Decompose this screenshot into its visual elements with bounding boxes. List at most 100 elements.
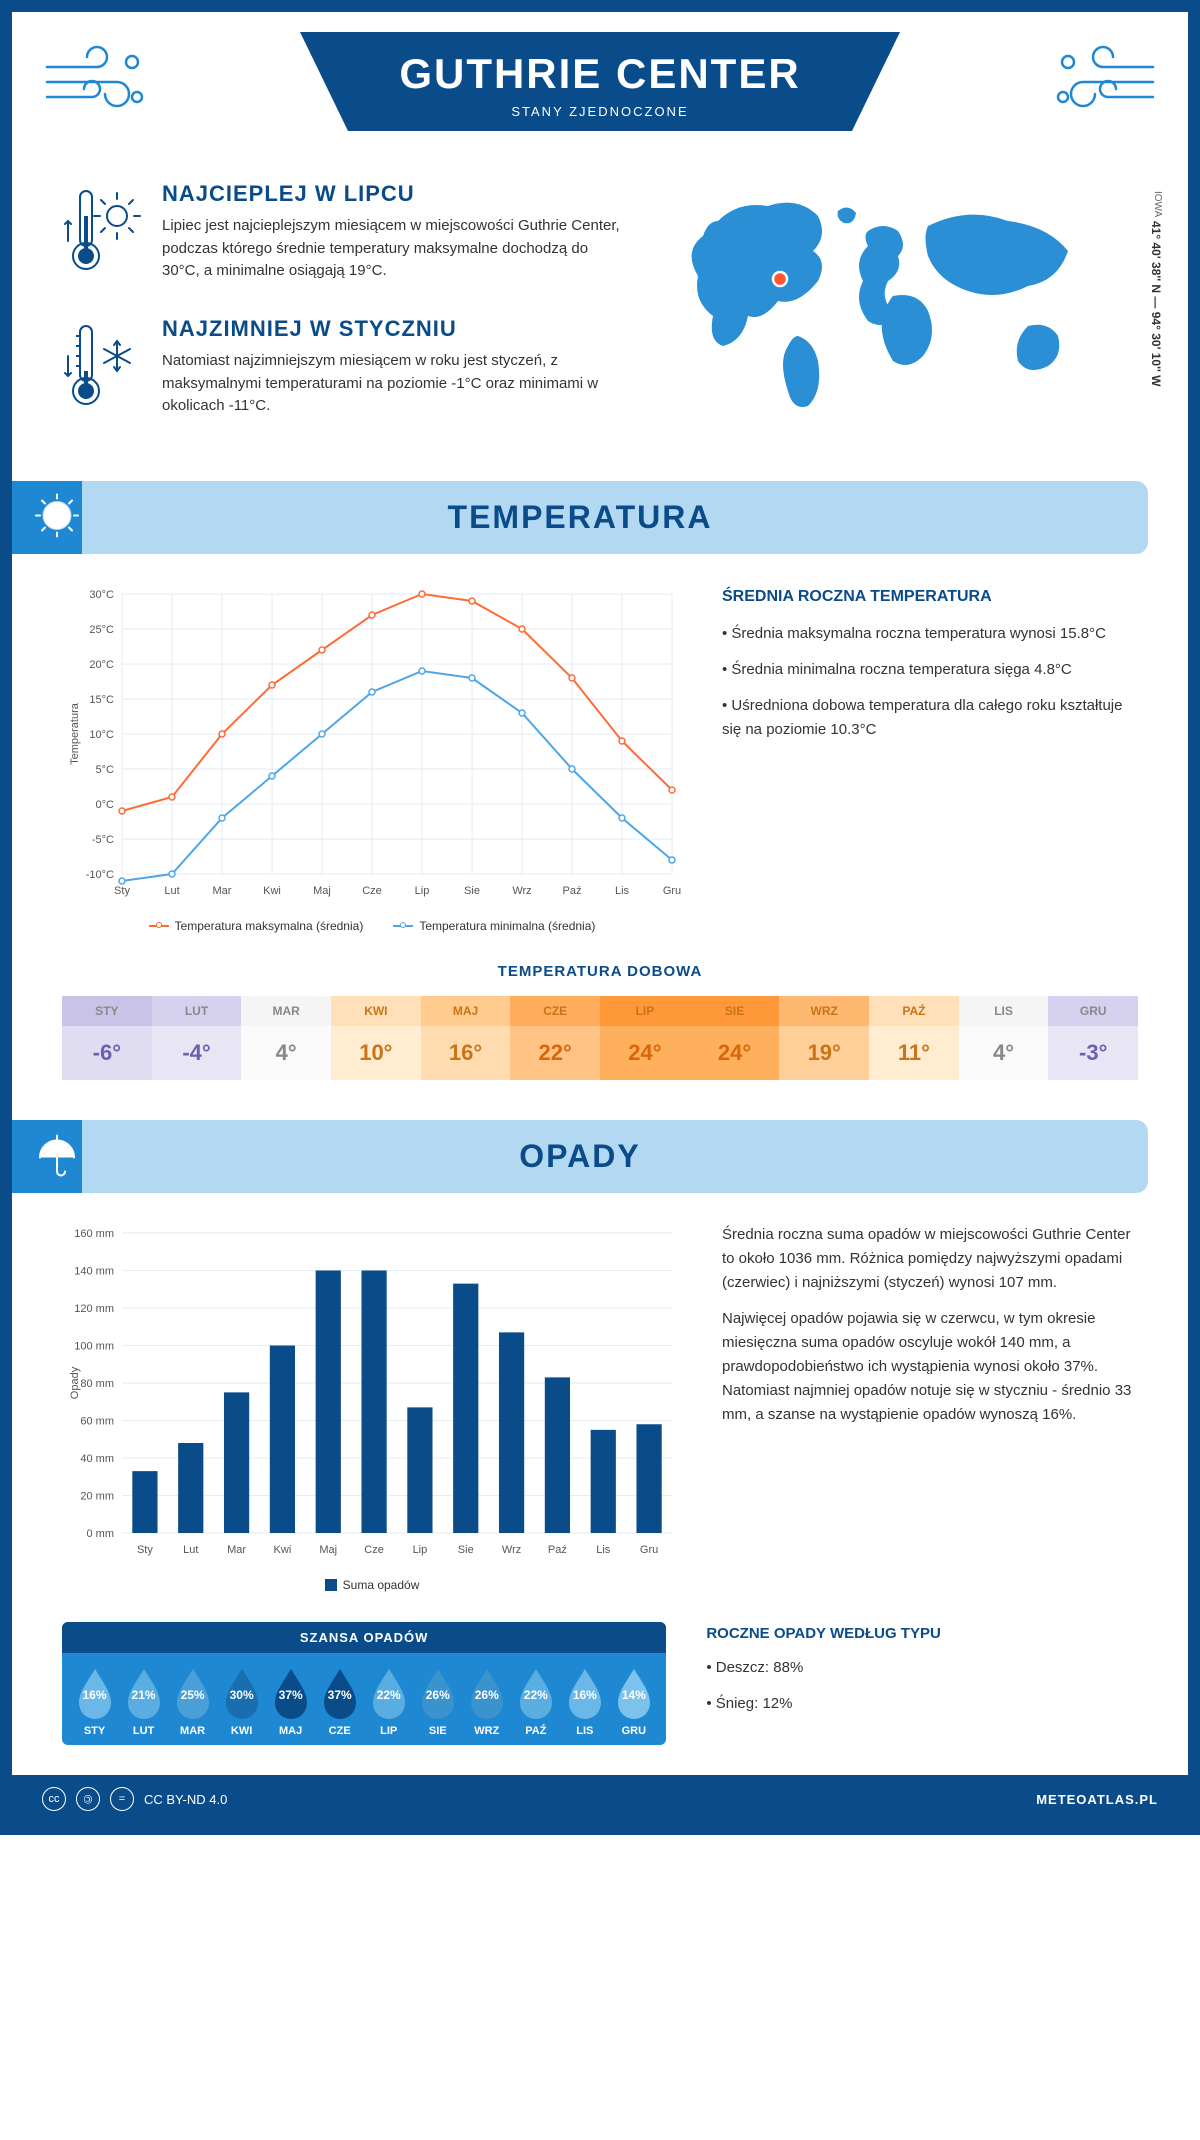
svg-text:Paź: Paź <box>548 1544 567 1556</box>
svg-text:Mar: Mar <box>213 885 232 897</box>
summary-bullet: • Uśredniona dobowa temperatura dla całe… <box>722 694 1138 742</box>
svg-text:Lut: Lut <box>183 1544 198 1556</box>
header: GUTHRIE CENTER STANY ZJEDNOCZONE <box>12 12 1188 161</box>
svg-text:Maj: Maj <box>313 885 331 897</box>
svg-text:Cze: Cze <box>362 885 382 897</box>
svg-text:Temperatura: Temperatura <box>69 702 81 765</box>
chance-title: SZANSA OPADÓW <box>62 1622 666 1653</box>
precipitation-chart: 0 mm20 mm40 mm60 mm80 mm100 mm120 mm140 … <box>62 1223 682 1592</box>
daily-temp-cell: STY -6° <box>62 996 152 1080</box>
daily-temp-cell: WRZ 19° <box>779 996 869 1080</box>
chance-cell: 37% MAJ <box>266 1665 315 1737</box>
svg-text:Gru: Gru <box>640 1544 658 1556</box>
hot-title: NAJCIEPLEJ W LIPCU <box>162 181 628 207</box>
legend-item: Temperatura maksymalna (średnia) <box>149 919 364 933</box>
chance-cell: 14% GRU <box>609 1665 658 1737</box>
svg-text:40 mm: 40 mm <box>80 1453 114 1465</box>
svg-text:Lut: Lut <box>164 885 179 897</box>
chance-cell: 16% LIS <box>560 1665 609 1737</box>
daily-temperature: TEMPERATURA DOBOWA STY -6° LUT -4° MAR 4… <box>12 963 1188 1120</box>
precipitation-extras: SZANSA OPADÓW 16% STY 21% LUT 25% MAR 30… <box>12 1622 1188 1775</box>
hot-text: Lipiec jest najcieplejszym miesiącem w m… <box>162 215 628 283</box>
svg-text:100 mm: 100 mm <box>74 1341 114 1353</box>
footer: cc 🄯 = CC BY-ND 4.0 METEOATLAS.PL <box>12 1775 1188 1823</box>
temperature-legend: Temperatura maksymalna (średnia) Temperat… <box>62 919 682 933</box>
summary-bullet: • Średnia minimalna roczna temperatura s… <box>722 658 1138 682</box>
svg-text:-5°C: -5°C <box>92 834 114 846</box>
svg-text:120 mm: 120 mm <box>74 1303 114 1315</box>
daily-temp-grid: STY -6° LUT -4° MAR 4° KWI 10° MAJ 16° C… <box>62 996 1138 1080</box>
chance-cell: 16% STY <box>70 1665 119 1737</box>
svg-text:25°C: 25°C <box>89 624 114 636</box>
svg-text:Gru: Gru <box>663 885 681 897</box>
svg-text:Paź: Paź <box>563 885 582 897</box>
daily-title: TEMPERATURA DOBOWA <box>62 963 1138 980</box>
precip-p2: Najwięcej opadów pojawia się w czerwcu, … <box>722 1307 1138 1427</box>
chance-cell: 25% MAR <box>168 1665 217 1737</box>
cc-icon: cc <box>42 1787 66 1811</box>
svg-text:Sty: Sty <box>114 885 130 897</box>
svg-text:Opady: Opady <box>69 1366 81 1399</box>
nd-icon: = <box>110 1787 134 1811</box>
svg-text:0 mm: 0 mm <box>87 1528 115 1540</box>
coldest-fact: NAJZIMNIEJ W STYCZNIU Natomiast najzimni… <box>62 316 628 421</box>
svg-text:10°C: 10°C <box>89 729 114 741</box>
coordinates: 41° 40' 38'' N — 94° 30' 10'' W <box>1149 221 1163 386</box>
daily-temp-cell: LIS 4° <box>959 996 1049 1080</box>
types-title: ROCZNE OPADY WEDŁUG TYPU <box>706 1622 1138 1646</box>
temperature-title: TEMPERATURA <box>12 499 1148 536</box>
svg-text:Lis: Lis <box>596 1544 611 1556</box>
chance-cell: 21% LUT <box>119 1665 168 1737</box>
chance-cell: 26% SIE <box>413 1665 462 1737</box>
legend-item: Temperatura minimalna (średnia) <box>393 919 595 933</box>
chance-cell: 22% LIP <box>364 1665 413 1737</box>
svg-text:Lip: Lip <box>415 885 430 897</box>
svg-text:5°C: 5°C <box>96 764 115 776</box>
hottest-fact: NAJCIEPLEJ W LIPCU Lipiec jest najcieple… <box>62 181 628 286</box>
precipitation-summary: Średnia roczna suma opadów w miejscowośc… <box>722 1223 1138 1592</box>
precipitation-title: OPADY <box>12 1138 1148 1175</box>
precip-p1: Średnia roczna suma opadów w miejscowośc… <box>722 1223 1138 1295</box>
daily-temp-cell: LIP 24° <box>600 996 690 1080</box>
precipitation-body: 0 mm20 mm40 mm60 mm80 mm100 mm120 mm140 … <box>12 1223 1188 1622</box>
wind-icon <box>1048 42 1158 127</box>
svg-text:140 mm: 140 mm <box>74 1266 114 1278</box>
world-map: IOWA 41° 40' 38'' N — 94° 30' 10'' W <box>658 181 1138 451</box>
svg-text:160 mm: 160 mm <box>74 1228 114 1240</box>
svg-text:20°C: 20°C <box>89 659 114 671</box>
svg-text:Cze: Cze <box>364 1544 384 1556</box>
svg-text:Sty: Sty <box>137 1544 153 1556</box>
chance-cell: 22% PAŹ <box>511 1665 560 1737</box>
svg-text:Wrz: Wrz <box>502 1544 521 1556</box>
svg-text:20 mm: 20 mm <box>80 1491 114 1503</box>
svg-text:30°C: 30°C <box>89 589 114 601</box>
svg-text:-10°C: -10°C <box>86 869 114 881</box>
svg-text:Lis: Lis <box>615 885 630 897</box>
country-subtitle: STANY ZJEDNOCZONE <box>390 104 810 119</box>
daily-temp-cell: KWI 10° <box>331 996 421 1080</box>
infographic-frame: GUTHRIE CENTER STANY ZJEDNOCZONE <box>0 0 1200 1835</box>
intro-section: NAJCIEPLEJ W LIPCU Lipiec jest najcieple… <box>12 161 1188 481</box>
site-name: METEOATLAS.PL <box>1036 1792 1158 1807</box>
daily-temp-cell: MAJ 16° <box>421 996 511 1080</box>
type-item: • Śnieg: 12% <box>706 1692 1138 1716</box>
city-title: GUTHRIE CENTER <box>390 50 810 98</box>
thermometer-cold-icon <box>62 316 142 421</box>
sun-icon <box>32 490 82 545</box>
precip-legend: Suma opadów <box>62 1578 682 1592</box>
chance-cell: 37% CZE <box>315 1665 364 1737</box>
thermometer-hot-icon <box>62 181 142 286</box>
svg-text:Kwi: Kwi <box>274 1544 292 1556</box>
svg-text:60 mm: 60 mm <box>80 1416 114 1428</box>
precipitation-header: OPADY <box>12 1120 1148 1193</box>
chance-cell: 30% KWI <box>217 1665 266 1737</box>
svg-text:15°C: 15°C <box>89 694 114 706</box>
svg-text:0°C: 0°C <box>96 799 115 811</box>
svg-text:Sie: Sie <box>464 885 480 897</box>
temperature-chart: -10°C -5°C 0°C 5°C 10°C 15°C 20°C 25°C 30°C Sty Lu… <box>62 584 682 933</box>
precip-types: ROCZNE OPADY WEDŁUG TYPU • Deszcz: 88%• … <box>706 1622 1138 1728</box>
daily-temp-cell: LUT -4° <box>152 996 242 1080</box>
by-icon: 🄯 <box>76 1787 100 1811</box>
daily-temp-cell: PAŹ 11° <box>869 996 959 1080</box>
precip-chance-box: SZANSA OPADÓW 16% STY 21% LUT 25% MAR 30… <box>62 1622 666 1745</box>
